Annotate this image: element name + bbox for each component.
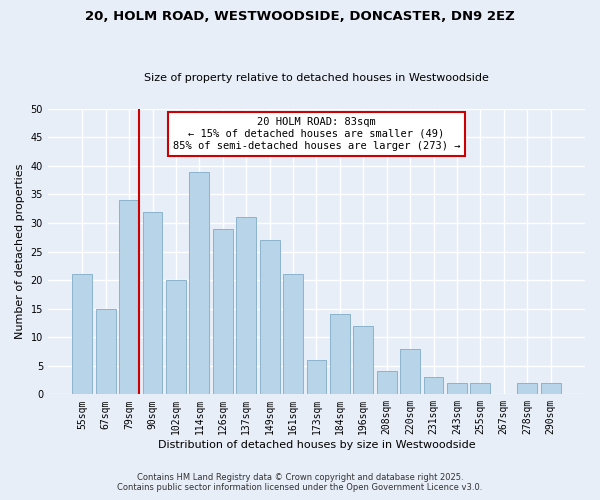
Bar	[330, 314, 350, 394]
Bar	[236, 218, 256, 394]
Bar	[517, 383, 537, 394]
Bar	[470, 383, 490, 394]
Y-axis label: Number of detached properties: Number of detached properties	[15, 164, 25, 339]
Bar	[307, 360, 326, 394]
Bar	[424, 377, 443, 394]
Bar	[143, 212, 163, 394]
Bar	[96, 308, 116, 394]
Bar	[260, 240, 280, 394]
Bar	[400, 348, 420, 395]
Bar	[353, 326, 373, 394]
Bar	[119, 200, 139, 394]
Text: 20 HOLM ROAD: 83sqm
← 15% of detached houses are smaller (49)
85% of semi-detach: 20 HOLM ROAD: 83sqm ← 15% of detached ho…	[173, 118, 460, 150]
Text: 20, HOLM ROAD, WESTWOODSIDE, DONCASTER, DN9 2EZ: 20, HOLM ROAD, WESTWOODSIDE, DONCASTER, …	[85, 10, 515, 23]
Bar	[213, 228, 233, 394]
Text: Contains HM Land Registry data © Crown copyright and database right 2025.
Contai: Contains HM Land Registry data © Crown c…	[118, 473, 482, 492]
X-axis label: Distribution of detached houses by size in Westwoodside: Distribution of detached houses by size …	[158, 440, 475, 450]
Bar	[541, 383, 560, 394]
Bar	[447, 383, 467, 394]
Bar	[283, 274, 303, 394]
Title: Size of property relative to detached houses in Westwoodside: Size of property relative to detached ho…	[144, 73, 489, 83]
Bar	[73, 274, 92, 394]
Bar	[166, 280, 186, 394]
Bar	[190, 172, 209, 394]
Bar	[377, 372, 397, 394]
